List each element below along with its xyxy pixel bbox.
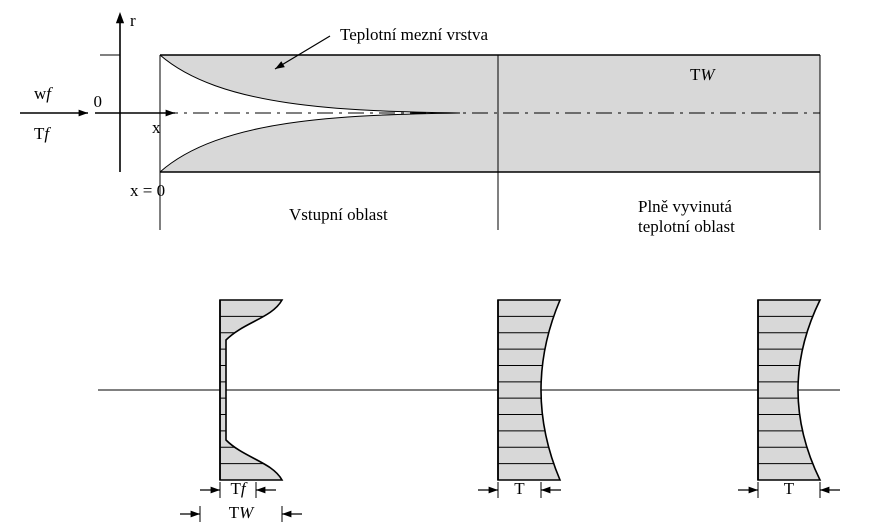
label-TW-top: TW <box>690 65 716 84</box>
label-x: x <box>152 118 161 137</box>
label-dev2: teplotní oblast <box>638 217 735 236</box>
label-dev1: Plně vyvinutá <box>638 197 732 216</box>
boundary-layer-top <box>160 55 820 113</box>
svg-text:T: T <box>514 479 525 498</box>
label-r: r <box>130 11 136 30</box>
svg-text:Tf: Tf <box>230 479 247 498</box>
boundary-layer-bot <box>160 113 820 172</box>
label-Tf: Tf <box>34 124 51 143</box>
label-zero: 0 <box>94 92 103 111</box>
label-wf: wf <box>34 84 53 103</box>
svg-text:TW: TW <box>229 503 255 522</box>
label-boundary: Teplotní mezní vrstva <box>340 25 488 44</box>
label-entry: Vstupní oblast <box>289 205 388 224</box>
svg-text:T: T <box>784 479 795 498</box>
label-x0: x = 0 <box>130 181 165 200</box>
